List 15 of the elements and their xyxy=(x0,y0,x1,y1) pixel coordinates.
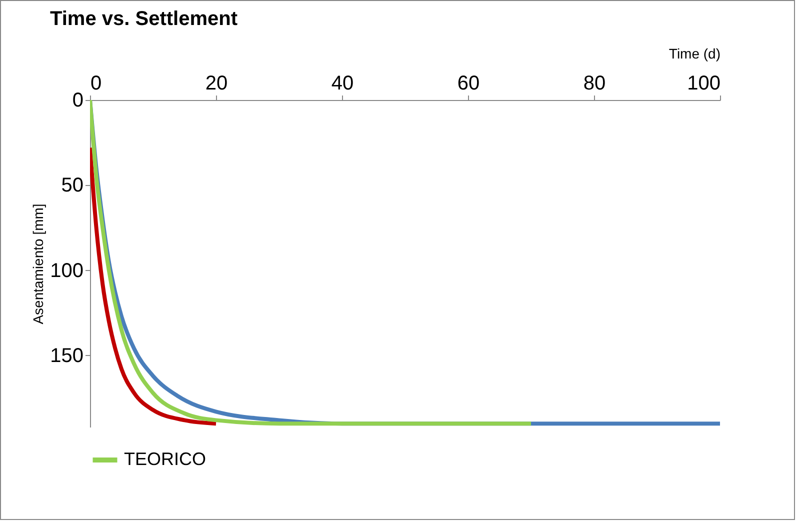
x-tick-label: 60 xyxy=(457,72,480,94)
x-tick-label: 20 xyxy=(205,72,228,94)
y-tick-label: 150 xyxy=(50,344,84,367)
x-tick-label: 100 xyxy=(687,72,720,94)
legend-label: TEORICO xyxy=(124,449,206,469)
x-tick-label: 80 xyxy=(583,72,606,94)
y-tick-label: 50 xyxy=(61,174,84,197)
y-tick-label: 100 xyxy=(50,260,84,282)
x-axis-title: Time (d) xyxy=(668,46,720,62)
x-tick-label: 40 xyxy=(331,72,354,94)
x-tick-label: 0 xyxy=(90,72,102,94)
y-tick-label: 0 xyxy=(72,90,84,112)
chart-title: Time vs. Settlement xyxy=(50,8,238,30)
y-axis-title: Asentamiento [mm] xyxy=(30,204,46,324)
line-series xyxy=(90,146,218,426)
